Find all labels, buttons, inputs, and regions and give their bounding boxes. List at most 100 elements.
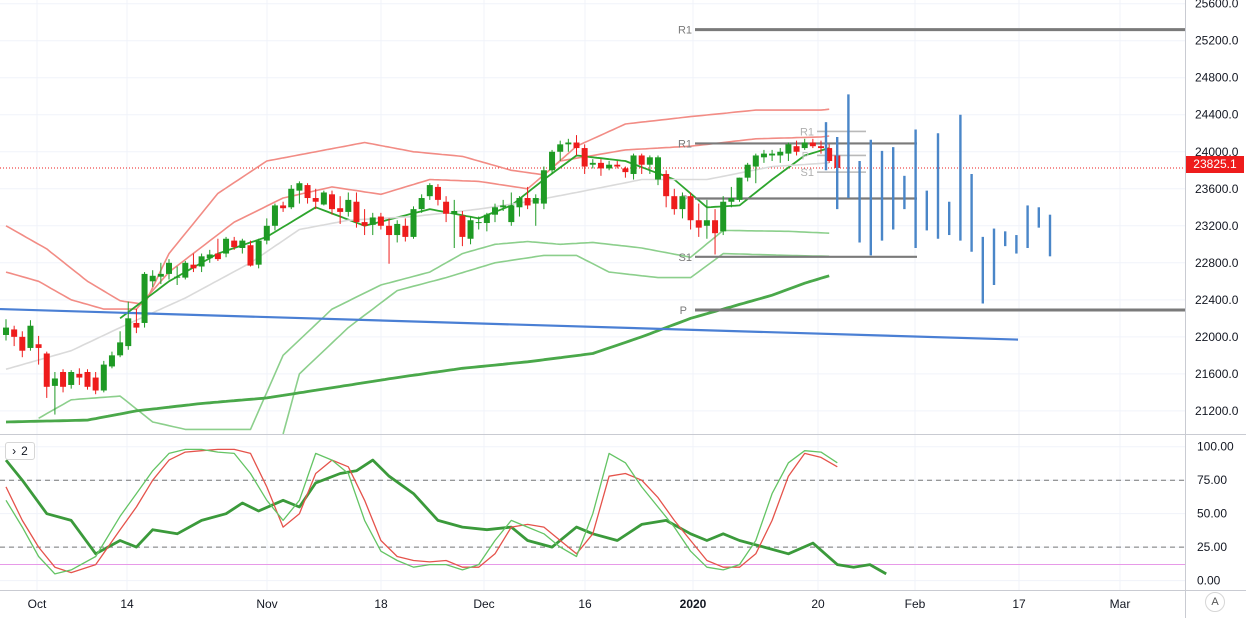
candle[interactable]	[524, 186, 531, 210]
candle[interactable]	[695, 203, 702, 237]
candle[interactable]	[589, 159, 596, 169]
candle[interactable]	[646, 155, 653, 174]
candle[interactable]	[785, 142, 792, 162]
candle[interactable]	[386, 218, 393, 264]
candle[interactable]	[11, 325, 18, 347]
candle[interactable]	[687, 192, 694, 230]
candle[interactable]	[426, 183, 433, 200]
candle[interactable]	[500, 199, 507, 211]
candle[interactable]	[27, 320, 34, 351]
candle[interactable]	[92, 372, 99, 395]
candle[interactable]	[475, 216, 482, 230]
candle[interactable]	[402, 218, 409, 242]
candle[interactable]	[141, 272, 148, 328]
candle[interactable]	[337, 196, 344, 224]
candle[interactable]	[434, 184, 441, 206]
candle[interactable]	[622, 166, 629, 178]
candle[interactable]	[304, 183, 311, 204]
candle[interactable]	[418, 194, 425, 213]
candle[interactable]	[443, 196, 450, 223]
candle[interactable]	[68, 370, 75, 389]
candle[interactable]	[100, 360, 107, 393]
candle[interactable]	[125, 301, 132, 350]
candle[interactable]	[728, 186, 735, 208]
candle[interactable]	[320, 190, 327, 206]
candle[interactable]	[459, 210, 466, 247]
candle[interactable]	[712, 209, 719, 255]
candle[interactable]	[410, 206, 417, 239]
candle[interactable]	[744, 162, 751, 182]
candle[interactable]	[663, 170, 670, 208]
candle[interactable]	[117, 331, 124, 358]
candle[interactable]	[223, 236, 230, 258]
chevron-right-icon[interactable]: ›	[12, 444, 17, 458]
candle[interactable]	[43, 351, 50, 398]
candle[interactable]	[182, 260, 189, 280]
candle[interactable]	[793, 140, 800, 156]
candle[interactable]	[777, 148, 784, 163]
candle[interactable]	[174, 266, 181, 286]
candle[interactable]	[818, 140, 824, 154]
candle[interactable]	[84, 369, 91, 390]
candle[interactable]	[752, 153, 759, 184]
candle[interactable]	[516, 196, 523, 217]
candles[interactable]	[3, 135, 841, 415]
candle[interactable]	[263, 218, 270, 245]
candle[interactable]	[760, 149, 767, 163]
candle[interactable]	[549, 149, 556, 174]
candle[interactable]	[638, 153, 645, 174]
candle[interactable]	[369, 212, 376, 236]
candle[interactable]	[214, 238, 221, 261]
candle[interactable]	[769, 149, 776, 162]
candle[interactable]	[329, 190, 335, 215]
candle[interactable]	[614, 161, 621, 169]
candle[interactable]	[377, 212, 384, 230]
candle[interactable]	[801, 138, 808, 150]
candle[interactable]	[353, 192, 360, 228]
candle[interactable]	[345, 192, 352, 217]
candle[interactable]	[679, 192, 686, 219]
candle[interactable]	[239, 238, 246, 254]
candle[interactable]	[35, 335, 42, 365]
candle[interactable]	[540, 166, 547, 210]
candle[interactable]	[3, 319, 9, 341]
candle[interactable]	[190, 253, 197, 273]
candle[interactable]	[655, 155, 661, 186]
candle[interactable]	[166, 259, 172, 280]
candle[interactable]	[467, 216, 474, 245]
candle[interactable]	[108, 351, 115, 369]
candle[interactable]	[271, 203, 278, 231]
pane-legend[interactable]: › 2	[5, 442, 35, 460]
candle[interactable]	[508, 192, 515, 226]
candle[interactable]	[361, 209, 368, 236]
candle[interactable]	[157, 262, 164, 285]
candle[interactable]	[606, 161, 613, 171]
candle[interactable]	[703, 199, 710, 239]
candle[interactable]	[483, 212, 490, 232]
candle[interactable]	[280, 201, 287, 212]
candle[interactable]	[557, 140, 564, 162]
candle[interactable]	[247, 240, 254, 267]
candle[interactable]	[76, 368, 83, 385]
candle[interactable]	[288, 185, 295, 210]
candle[interactable]	[671, 188, 678, 215]
candle[interactable]	[60, 369, 67, 393]
candle[interactable]	[255, 238, 262, 269]
candle[interactable]	[492, 203, 498, 223]
candle[interactable]	[149, 270, 156, 287]
candle[interactable]	[206, 249, 213, 263]
candle[interactable]	[597, 159, 604, 176]
candle[interactable]	[581, 144, 588, 174]
candle[interactable]	[573, 135, 580, 156]
candle[interactable]	[51, 372, 58, 415]
candle[interactable]	[826, 144, 833, 163]
candle[interactable]	[565, 138, 572, 152]
candle[interactable]	[312, 188, 319, 210]
candle[interactable]	[198, 253, 205, 273]
candle[interactable]	[630, 153, 637, 180]
candle[interactable]	[451, 199, 458, 248]
candle[interactable]	[296, 181, 303, 204]
candle[interactable]	[809, 138, 816, 149]
